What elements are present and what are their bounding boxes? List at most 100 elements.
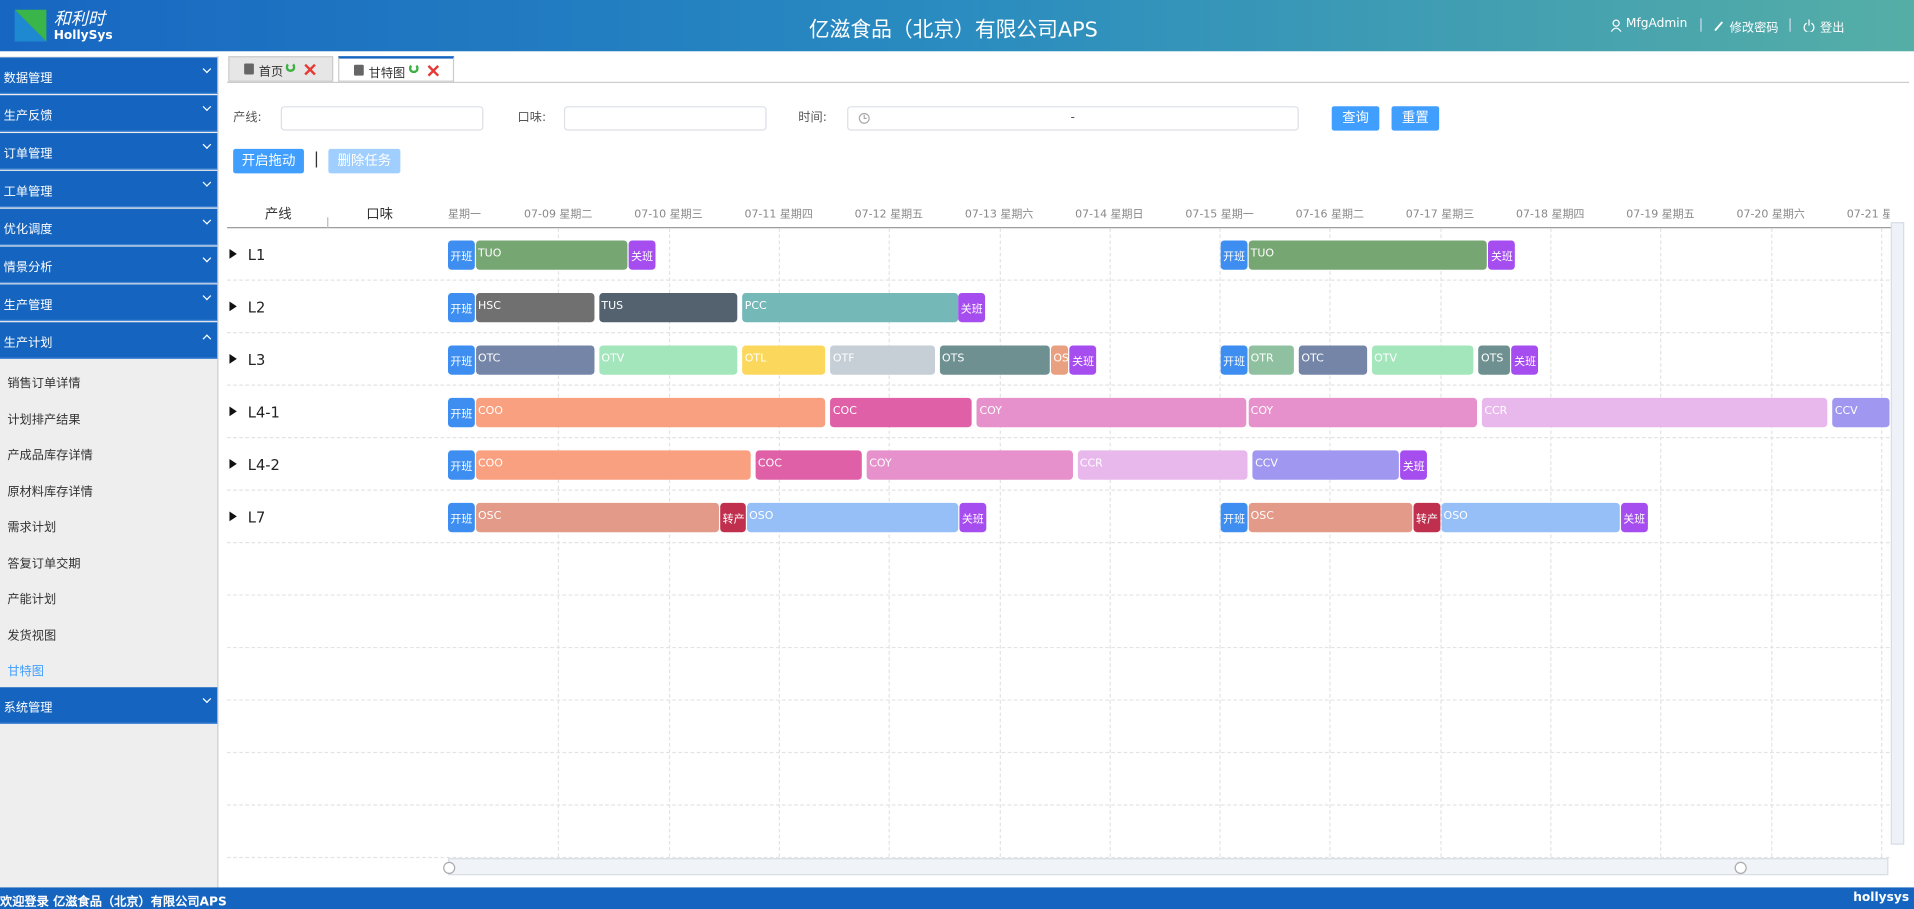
task-bar[interactable]: CCV	[1832, 397, 1890, 428]
menu-item[interactable]: 情景分析	[0, 246, 218, 284]
query-button[interactable]: 查询	[1331, 106, 1380, 131]
tab[interactable]: 甘特图	[338, 56, 455, 82]
submenu-item[interactable]: 答复订单交期	[7, 557, 81, 571]
expand-arrow[interactable]	[229, 249, 237, 259]
menu-item[interactable]: 数据管理	[0, 57, 218, 94]
task-bar[interactable]: 关班	[958, 292, 985, 323]
task-bar[interactable]: COY	[866, 450, 1073, 480]
menu-arrow	[202, 102, 212, 112]
expand-arrow[interactable]	[229, 353, 237, 364]
submenu-item[interactable]: 产能计划	[7, 593, 57, 607]
menu-label: 优化调度	[3, 223, 53, 237]
submenu-item[interactable]: 产成品库存详情	[7, 449, 93, 463]
task-bar[interactable]: OTV	[1371, 345, 1474, 375]
task-bar[interactable]: PCC	[742, 292, 959, 323]
task-bar[interactable]: OSO	[746, 502, 959, 533]
chart-area: 星期一 07-09 星期二 07-10 星期三 07-11 星期四 07-12 星期五 0…	[447, 195, 1890, 881]
submenu-item[interactable]: 原材料库存详情	[7, 485, 93, 499]
h-scrollbar[interactable]	[447, 858, 1889, 876]
task-bar[interactable]: 开班	[447, 240, 475, 270]
enable-drag-button[interactable]: 开启拖动	[233, 148, 304, 174]
task-bar[interactable]: 关班	[959, 502, 986, 533]
submenu-item[interactable]: 销售订单详情	[7, 377, 81, 391]
task-bar[interactable]: COY	[1248, 397, 1478, 428]
task-bar[interactable]: OTF	[830, 345, 936, 375]
user[interactable]: MfgAdmin	[1625, 17, 1688, 31]
tab[interactable]: 首页	[228, 56, 334, 82]
task-bar[interactable]: 关班	[1620, 502, 1649, 533]
task-bar[interactable]: HSC	[475, 292, 595, 323]
menu-item[interactable]: 订单管理	[0, 133, 218, 170]
task-bar[interactable]: 开班	[447, 502, 475, 533]
task-bar[interactable]: OTS	[1478, 345, 1510, 375]
task-bar[interactable]: OTC	[1298, 345, 1368, 375]
task-label: CCV	[1255, 457, 1278, 470]
task-bar[interactable]: OTV	[598, 345, 737, 375]
expand-arrow[interactable]	[229, 511, 237, 522]
task-bar[interactable]: COY	[977, 397, 1247, 428]
task-bar[interactable]: 开班	[447, 345, 475, 375]
submenu-item[interactable]: 需求计划	[7, 521, 57, 535]
time-input[interactable]: -	[847, 106, 1299, 131]
menu-item[interactable]: 生产计划	[0, 322, 218, 359]
menu-item[interactable]: 生产管理	[0, 284, 218, 322]
scroll-handle[interactable]	[443, 861, 456, 874]
task-bar[interactable]: CCR	[1077, 450, 1248, 480]
task-bar[interactable]: 关班	[628, 240, 656, 270]
close-x[interactable]	[304, 63, 316, 76]
task-bar[interactable]: 转产	[1413, 502, 1440, 533]
task-bar[interactable]: OTC	[475, 345, 595, 375]
task-bar[interactable]: COC	[755, 450, 862, 480]
menu-item[interactable]: 优化调度	[0, 208, 218, 246]
line-input[interactable]	[280, 106, 484, 131]
task-bar[interactable]: TUS	[598, 292, 737, 323]
column-header: 口味	[366, 206, 394, 223]
menu-item[interactable]: 生产反馈	[0, 95, 218, 132]
task-bar[interactable]: 关班	[1400, 450, 1427, 480]
task-bar[interactable]: 关班	[1069, 345, 1097, 375]
task-bar[interactable]: OSC	[1248, 502, 1413, 533]
task-bar[interactable]: 开班	[447, 292, 475, 323]
close-x[interactable]	[427, 65, 440, 77]
task-bar[interactable]: 关班	[1488, 240, 1515, 270]
submenu-item[interactable]: 发货视图	[7, 629, 57, 643]
expand-arrow[interactable]	[229, 301, 237, 312]
task-bar[interactable]: 开班	[447, 450, 475, 480]
logout[interactable]: 登出	[1820, 21, 1845, 36]
flavor-input[interactable]	[563, 106, 767, 131]
task-bar[interactable]: CCV	[1252, 450, 1400, 480]
submenu-item[interactable]: 计划排产结果	[7, 413, 81, 427]
menu-item[interactable]: 系统管理	[0, 686, 218, 724]
task-bar[interactable]: CCR	[1481, 397, 1827, 428]
menu-item[interactable]: 工单管理	[0, 170, 218, 208]
task-bar[interactable]: OTL	[742, 345, 825, 375]
submenu-item[interactable]: 甘特图	[7, 665, 44, 679]
v-scrollbar[interactable]	[1890, 222, 1905, 845]
task-bar[interactable]: 转产	[720, 502, 746, 533]
scroll-handle[interactable]	[1734, 861, 1747, 874]
task-bar[interactable]: OTS	[939, 345, 1050, 375]
refresh-icon[interactable]	[408, 63, 419, 74]
task-bar[interactable]: OSC	[475, 502, 720, 533]
task-bar[interactable]: 开班	[1220, 345, 1248, 375]
row-grid-line	[227, 594, 1890, 596]
task-bar[interactable]: TUO	[475, 240, 628, 270]
task-bar[interactable]: 开班	[1220, 240, 1248, 270]
task-bar[interactable]: COO	[475, 397, 825, 428]
task-bar[interactable]: COC	[830, 397, 972, 428]
expand-arrow[interactable]	[229, 458, 237, 469]
task-bar[interactable]: 开班	[447, 397, 475, 428]
expand-arrow[interactable]	[229, 406, 237, 417]
delete-task-button[interactable]: 删除任务	[328, 148, 401, 174]
task-bar[interactable]: 开班	[1220, 502, 1248, 533]
reset-button[interactable]: 重置	[1391, 106, 1440, 131]
change-password[interactable]: 修改密码	[1729, 21, 1779, 36]
refresh-icon[interactable]	[285, 62, 296, 73]
task-bar[interactable]: OTR	[1248, 345, 1294, 375]
task-bar[interactable]: COO	[475, 450, 752, 480]
task-label: COY	[979, 405, 1002, 418]
task-bar[interactable]: OSO	[1441, 502, 1620, 533]
task-bar[interactable]: TUO	[1248, 240, 1487, 270]
task-bar[interactable]: OS	[1050, 345, 1069, 375]
task-bar[interactable]: 关班	[1511, 345, 1539, 375]
